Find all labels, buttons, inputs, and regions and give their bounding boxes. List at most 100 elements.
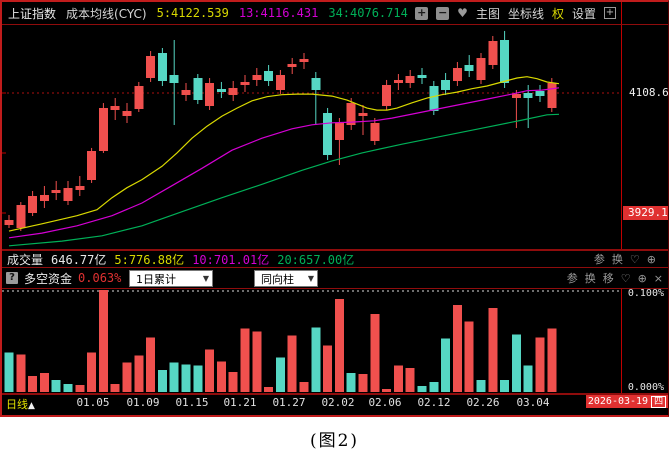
fund-bar [500, 379, 510, 392]
period-button[interactable]: 日线▲ [6, 398, 35, 411]
candle [382, 79, 392, 110]
fund-bar [535, 337, 545, 392]
candle [287, 57, 297, 75]
volume-param-button[interactable]: 参 [593, 253, 605, 266]
fund-bar [464, 321, 474, 392]
zoom-out-button[interactable]: − [436, 5, 450, 20]
fund-label[interactable]: 多空资金 [24, 271, 73, 286]
candle [205, 78, 215, 110]
favorite-icon[interactable]: ♥ [457, 6, 468, 20]
fund-bar [523, 365, 533, 392]
candle [334, 118, 344, 165]
volume-ma5: 5:776.88亿 [114, 252, 185, 267]
fund-bar [370, 314, 380, 392]
fund-favorite-icon[interactable]: ♡ [620, 271, 631, 285]
rights-adjust-button[interactable]: 权 [551, 6, 564, 21]
fund-header-row: ? 多空资金 0.063% 1日累计 ▼ 同向柱 ▼ 参 换 移 ♡ ⊕ × [2, 268, 668, 289]
help-icon[interactable]: ? [6, 272, 18, 284]
fund-bar [393, 365, 403, 392]
candle [28, 191, 38, 217]
fund-bar [87, 352, 97, 392]
main-chart-menu[interactable]: 主图 [475, 6, 500, 21]
volume-ma10: 10:701.01亿 [192, 252, 270, 267]
fund-bar [16, 354, 26, 392]
volume-value: 646.77亿 [51, 252, 107, 267]
fund-bar [299, 381, 309, 392]
ma5-readout: 5:4122.539 [156, 6, 229, 20]
date-tick: 02.06 [368, 396, 402, 409]
volume-magnify-icon[interactable]: ⊕ [646, 252, 656, 266]
chevron-down-icon: ▼ [307, 274, 314, 283]
candle [157, 48, 167, 86]
fund-bar [63, 383, 73, 392]
candle [51, 180, 61, 201]
fund-bar [476, 379, 486, 392]
ma13-readout: 13:4116.431 [238, 6, 319, 20]
candle [75, 176, 85, 197]
volume-switch-button[interactable]: 换 [611, 253, 623, 266]
settings-button[interactable]: 设置 [571, 6, 596, 21]
volume-toolbar: 参 换 ♡ ⊕ [594, 251, 656, 267]
volume-ma20: 20:657.00亿 [277, 252, 355, 267]
price-label-upper: 4108.6 [629, 86, 669, 99]
date-tick: 01.15 [175, 396, 209, 409]
style-select[interactable]: 同向柱 ▼ [254, 270, 318, 287]
fund-axis: 0.100% 0.000% [621, 288, 668, 393]
candle [464, 55, 474, 78]
fund-magnify-icon[interactable]: ⊕ [637, 271, 647, 285]
candlestick-chart[interactable] [2, 25, 621, 249]
fund-bar [547, 328, 557, 392]
candle [452, 61, 462, 86]
fund-bar [441, 338, 451, 392]
fund-bar [51, 379, 61, 392]
candle [311, 72, 321, 126]
volume-label[interactable]: 成交量 [7, 252, 44, 267]
candle [441, 73, 451, 96]
period-select[interactable]: 1日累计 ▼ [129, 270, 213, 287]
fund-bar [311, 327, 321, 392]
fund-bar [39, 372, 49, 392]
fund-bar [358, 373, 368, 392]
current-date: 2026-03-19 [587, 396, 649, 407]
candle [98, 103, 108, 153]
candle [323, 107, 333, 160]
symbol-name: 上证指数 [8, 6, 57, 21]
fund-bar [134, 355, 144, 392]
fund-chart-pane: 0.100% 0.000% [2, 288, 668, 393]
date-tick: 01.09 [126, 396, 160, 409]
fund-bar [287, 335, 297, 392]
fund-bar-chart[interactable] [2, 289, 621, 393]
candle [122, 103, 132, 124]
fund-bar [382, 388, 392, 392]
fund-bar [146, 337, 156, 392]
candle [252, 67, 262, 86]
candle [181, 82, 191, 102]
date-tick: 02.26 [466, 396, 500, 409]
fund-param-button[interactable]: 参 [566, 272, 578, 285]
fund-move-button[interactable]: 移 [602, 272, 614, 285]
fund-bar [488, 308, 498, 392]
header-toolbar: + − ♥ 主图 坐标线 权 设置 + [415, 2, 616, 24]
fund-close-icon[interactable]: × [653, 271, 663, 285]
fund-bar [75, 384, 85, 392]
expand-icon[interactable]: + [604, 7, 616, 19]
fund-bar [205, 349, 215, 392]
volume-favorite-icon[interactable]: ♡ [629, 252, 640, 266]
candle [63, 180, 73, 205]
date-tick: 01.21 [223, 396, 257, 409]
fund-bar [429, 381, 439, 392]
candle [488, 35, 498, 69]
fund-switch-button[interactable]: 换 [584, 272, 596, 285]
date-tick: 01.27 [272, 396, 306, 409]
candle [39, 185, 49, 208]
indicator-name[interactable]: 成本均线(CYC) [66, 6, 147, 21]
coordinate-line-menu[interactable]: 坐标线 [507, 6, 544, 21]
fund-value: 0.063% [78, 271, 122, 285]
candle [417, 67, 427, 84]
fund-bar [275, 357, 285, 392]
figure-caption: (图2) [0, 417, 669, 460]
candle [547, 78, 557, 112]
fund-bar [334, 299, 344, 392]
app-window: 上证指数 成本均线(CYC) 5:4122.539 13:4116.431 34… [0, 0, 669, 417]
zoom-in-button[interactable]: + [415, 5, 429, 20]
